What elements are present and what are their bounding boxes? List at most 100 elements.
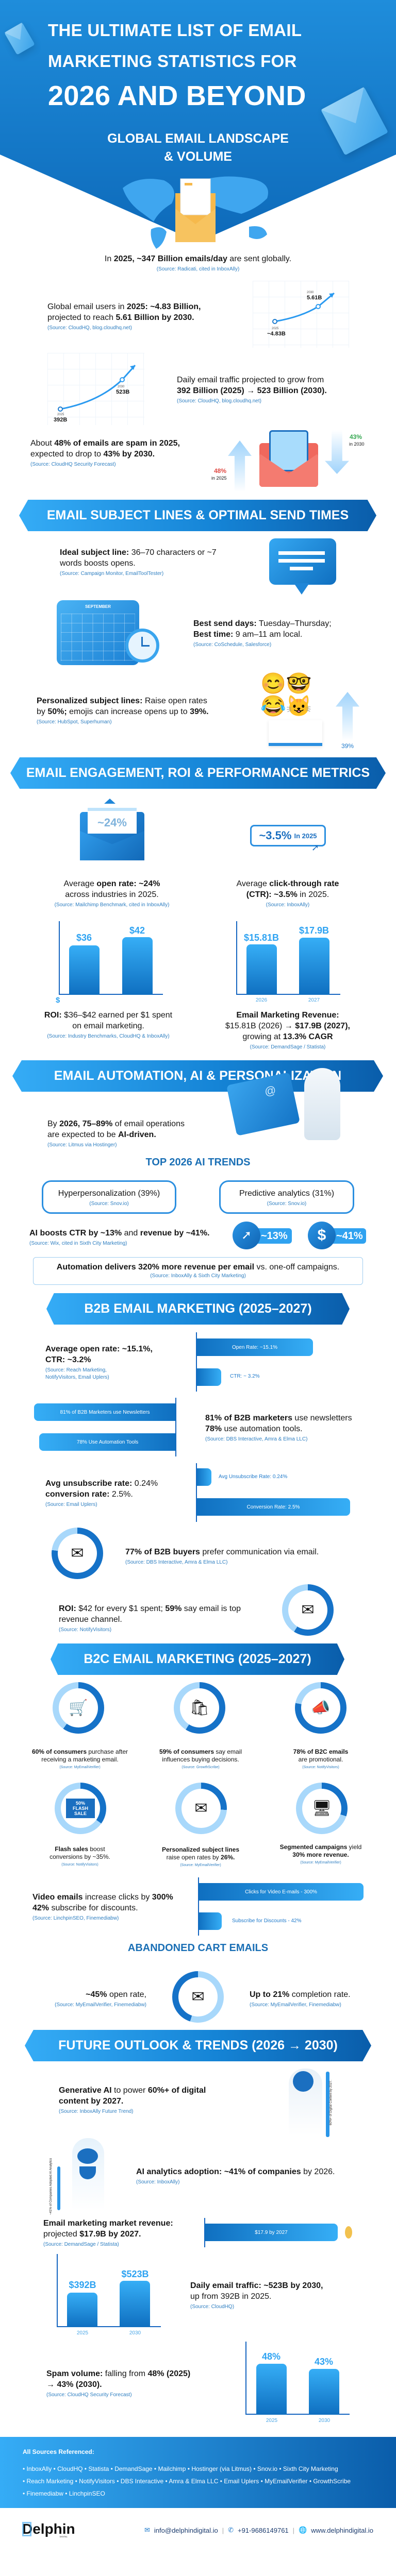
contact-bar: ✉ info@delphindigital.io | ✆ +91-9686149… (144, 2526, 373, 2534)
text-segment: 36–70 characters or ~7 words boosts open… (60, 548, 217, 568)
bar-roi-low (69, 945, 100, 995)
stat-text: Average open rate: ~15.1%, CTR: ~3.2% (45, 1344, 200, 1365)
page-title-line: THE ULTIMATE LIST OF EMAIL (48, 21, 302, 40)
source-text: (Source: DemandSage / Statista) (250, 1044, 326, 1050)
text-segment: $15.81B (2026) → (225, 1022, 295, 1030)
bar-automation-tools: 78% Use Automation Tools (39, 1433, 176, 1451)
stat-b2b-unsubscribe: Avg unsubscribe rate: 0.24% conversion r… (45, 1478, 200, 1509)
source-text: (Source: InboxAlly Future Trend) (59, 2109, 134, 2114)
bar-value-label: 48% (261, 2351, 281, 2362)
phone-icon: ✆ (228, 2526, 234, 2534)
stat-b2b-usage: 81% of B2B marketers use newsletters 78%… (205, 1413, 375, 1443)
text-segment: About (30, 439, 55, 448)
stat-text: About 48% of emails are spam in 2025, ex… (30, 438, 216, 460)
stat-text: Global email users in 2025: ~4.83 Billio… (47, 301, 233, 323)
source-text: (Source: InboxAlly & Sixth City Marketin… (150, 1273, 246, 1279)
bar-discount-label: Subscribe for Discounts - 42% (232, 1918, 302, 1924)
roi-ring-icon: ✉ (282, 1584, 334, 1636)
stat-ai-driven: By 2026, 75–89% of email operations are … (47, 1118, 233, 1149)
point-year-label: 2025 (57, 413, 64, 416)
stat-text: By 2026, 75–89% of email operations are … (47, 1118, 233, 1140)
stat-text: Daily email traffic projected to grow fr… (177, 375, 373, 396)
ai-trends-title: TOP 2026 AI TRENDS (145, 1157, 251, 1168)
text-segment: 9 am–11 am local. (233, 630, 303, 639)
text-segment: 392 Billion (2025) → 523 Billion (2030). (177, 386, 327, 395)
trend-card: Hyperpersonalization (39%) (Source: Snov… (42, 1180, 176, 1214)
stat-roi: ROI: $36–$42 earned per $1 spent on emai… (31, 1010, 186, 1040)
stat-text: 78% of B2C emails are promotional. (267, 1748, 375, 1764)
text-segment: Tuesday–Thursday; (258, 619, 332, 628)
b2c-stat: 59% of consumers say email influences bu… (146, 1748, 255, 1770)
sources-title: All Sources Referenced: (23, 2448, 94, 2455)
text-segment: Raise open rates by (37, 697, 207, 716)
ai-analytics-robot-illustration (72, 2138, 104, 2210)
stat-text: Daily email traffic: ~523B by 2030, up f… (190, 2280, 366, 2302)
text-segment: click-through rate (CTR): ~3.5% (246, 879, 339, 899)
text-segment: Daily email traffic projected to grow fr… (177, 376, 324, 384)
b2b-open-chart-axis (196, 1332, 197, 1392)
source-text: (Source: MyEmailVerifier, Finemediabw) (250, 2002, 341, 2008)
dollar-icon: $ (308, 1222, 336, 1249)
point-2025 (272, 319, 277, 324)
bar-value-label: $392B (69, 2280, 96, 2290)
envelopes-icon: ✉ (191, 1988, 205, 2006)
text-segment: Best time: (193, 630, 234, 639)
y-axis (57, 2254, 58, 2327)
stat-text: Automation delivers 320% more revenue pe… (34, 1262, 362, 1273)
source-text: (Source: DBS Interactive, Amra & Elma LL… (205, 1436, 308, 1442)
b2c-stat: Segmented campaigns yield 30% more reven… (267, 1843, 375, 1866)
users-growth-line (274, 292, 335, 323)
shopping-cart-icon: 🛒 (69, 1699, 88, 1717)
x-tick-label: 2030 (129, 2330, 141, 2336)
text-segment: emojis can increase opens up to (67, 707, 190, 716)
text-segment: projected to reach (47, 313, 114, 322)
section-heading: GLOBAL EMAIL LANDSCAPE (107, 131, 289, 146)
arrow-up-icon (336, 692, 359, 741)
stat-ctr: Average click-through rate (CTR): ~3.5% … (221, 878, 355, 909)
point-year-label: 2025 (272, 327, 279, 330)
source-text: (Source: Mailchimp Benchmark, cited in I… (54, 902, 170, 908)
contact-phone[interactable]: +91-9686149761 (237, 2526, 289, 2534)
ctr-badge-year: In 2025 (294, 832, 317, 840)
stat-text: 77% of B2B buyers prefer communication v… (125, 1547, 362, 1557)
source-text: (Source: InboxAlly) (266, 902, 310, 908)
ctr-badge: ~3.5% In 2025 (250, 825, 326, 846)
b2c-ring: ✉ (175, 1783, 227, 1834)
automation-callout-box: Automation delivers 320% more revenue pe… (33, 1257, 363, 1285)
arrow-down-icon (325, 430, 349, 474)
text-segment: Segmented campaigns (279, 1843, 348, 1851)
bar-value-label: 43% (314, 2357, 334, 2367)
text-segment: 60%+ of digital content by 2027. (59, 2086, 206, 2106)
stat-text: Personalized subject lines: Raise open r… (37, 696, 243, 717)
point-value-label: 523B (116, 389, 130, 395)
stat-text: Email marketing market revenue: projecte… (43, 2218, 198, 2240)
trend-label: Hyperpersonalization (39%) (58, 1189, 160, 1198)
product-page-icon: 🖥 (311, 1800, 332, 1817)
calendar-icon: SEPTEMBER (57, 600, 139, 665)
text-segment: use newsletters (294, 1414, 352, 1422)
bar-value-label: $36 (76, 933, 92, 943)
bar-traffic-2025 (67, 2292, 97, 2327)
source-text: (Source: Snov.io) (89, 1201, 129, 1207)
text-segment: subscribe for discounts. (49, 1904, 138, 1912)
stat-ai-analytics: AI analytics adoption: ~41% of companies… (136, 2166, 363, 2186)
text-segment: Personalized subject lines: (37, 697, 143, 705)
text-segment: falling from (103, 2369, 148, 2378)
robot-illustration (304, 1068, 340, 1140)
text-segment: Global email users in (47, 302, 127, 311)
b2c-stat: Flash sales boost conversions by ~35%. (S… (26, 1845, 134, 1868)
contact-email[interactable]: info@delphindigital.io (154, 2526, 218, 2534)
spam-2025-value: 48% (214, 467, 227, 474)
bar-value-label: $15.81B (243, 933, 279, 943)
contact-website[interactable]: www.delphindigital.io (311, 2526, 373, 2534)
stat-text: In 2025, ~347 Billion emails/day are sen… (0, 253, 396, 264)
text-segment: projected (43, 2230, 80, 2239)
text-segment: raise open rates by (166, 1854, 221, 1861)
text-segment: expected to drop to (30, 450, 101, 459)
roi-bar-chart: $36 $42 $ (56, 921, 163, 1005)
text-segment: 81% of B2B marketers (205, 1414, 292, 1422)
bar-unsubscribe (196, 1468, 211, 1486)
text-segment: $36–$42 earned per $1 spent on email mar… (64, 1011, 173, 1030)
text-segment: Average open rate: ~15.1%, CTR: ~3.2% (45, 1345, 153, 1364)
vertical-label: 60%+ of Digital Content by 2027. (329, 2080, 333, 2125)
